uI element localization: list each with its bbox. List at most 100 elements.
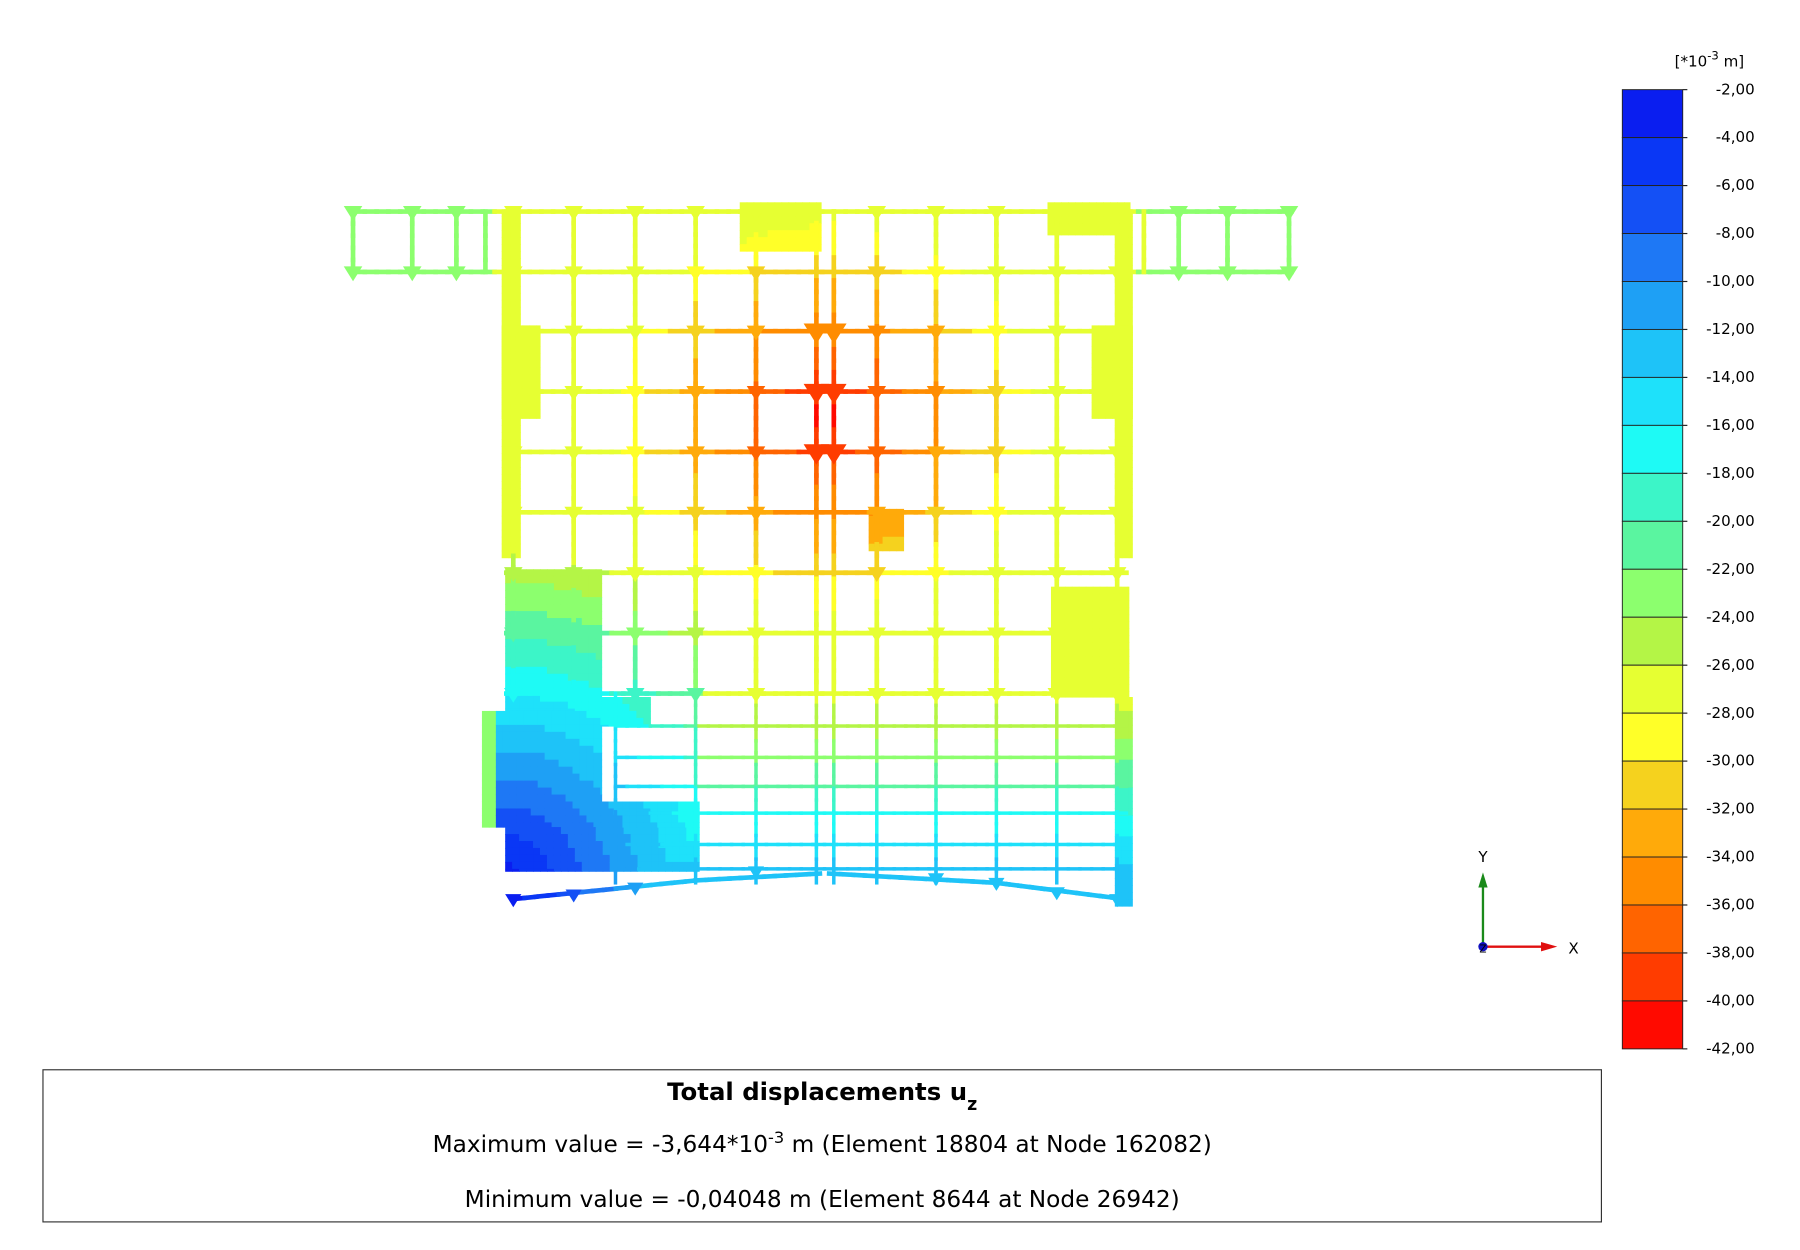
contour-cell xyxy=(1127,656,1130,664)
contour-cell xyxy=(553,847,562,856)
contour-cell xyxy=(572,724,581,733)
contour-cell xyxy=(1091,374,1100,382)
contour-cell xyxy=(519,659,527,668)
node xyxy=(821,383,847,405)
contour-cell xyxy=(1106,677,1115,685)
node xyxy=(926,446,946,462)
contour-cell xyxy=(672,854,680,863)
contour-cell xyxy=(657,801,665,810)
contour-cell xyxy=(537,780,546,789)
contour-cell xyxy=(1071,593,1080,602)
contour-cell xyxy=(1092,684,1101,692)
contour-cell xyxy=(529,332,538,340)
contour-cell xyxy=(501,332,510,340)
contour-cell xyxy=(593,759,601,768)
contour-cell xyxy=(586,794,594,803)
unit-suffix: m] xyxy=(1719,52,1744,70)
contour-cell xyxy=(501,230,510,238)
contour-cell xyxy=(572,815,581,823)
legend-tick-label: -8,00 xyxy=(1716,224,1755,242)
contour-cell xyxy=(629,703,637,712)
contour-cell xyxy=(533,638,541,647)
contour-cell xyxy=(1068,202,1076,210)
contour-cell xyxy=(567,841,576,849)
contour-cell xyxy=(533,631,541,640)
contour-cell xyxy=(488,787,497,796)
contour-cell xyxy=(1105,381,1114,389)
contour-cell xyxy=(581,673,590,682)
contour-cell xyxy=(512,673,520,682)
contour-cell xyxy=(574,583,583,591)
contour-cell xyxy=(505,645,513,654)
contour-cell xyxy=(657,822,665,828)
contour-cell xyxy=(501,237,510,245)
contour-cell xyxy=(551,773,560,782)
node xyxy=(987,266,1006,282)
contour-cell xyxy=(526,854,534,863)
contour-cell xyxy=(600,822,603,828)
contour-cell xyxy=(588,680,597,689)
contour-cell xyxy=(540,597,548,605)
contour-cell xyxy=(505,618,513,626)
node xyxy=(625,325,645,341)
contour-cell xyxy=(501,536,510,545)
contour-cell xyxy=(686,847,694,856)
contour-cell xyxy=(553,611,562,619)
contour-cell xyxy=(505,868,513,872)
contour-cell xyxy=(1128,787,1133,796)
node xyxy=(1107,567,1127,583)
contour-cell xyxy=(1105,415,1114,419)
contour-cell xyxy=(522,402,531,410)
contour-cell xyxy=(586,766,594,775)
contour-cell xyxy=(574,631,583,640)
node xyxy=(686,266,705,282)
node xyxy=(867,687,887,703)
contour-cell xyxy=(774,244,783,252)
node xyxy=(1048,887,1065,901)
contour-cell xyxy=(1106,663,1115,671)
legend-band xyxy=(1621,328,1684,378)
node xyxy=(564,325,583,341)
contour-cell xyxy=(512,645,520,654)
contour-cell xyxy=(622,717,630,726)
contour-cell xyxy=(595,652,603,661)
contour-cell xyxy=(593,822,601,828)
contour-cell xyxy=(586,808,594,817)
contour-cell xyxy=(671,815,679,823)
contour-cell xyxy=(1092,607,1101,616)
contour-cell xyxy=(1121,857,1130,865)
info-frame xyxy=(42,1069,1602,1223)
x-arrow-head xyxy=(1541,942,1558,952)
contour-cell xyxy=(502,738,511,747)
contour-cell xyxy=(502,766,511,775)
contour-cell xyxy=(515,237,521,245)
contour-cell xyxy=(579,822,588,828)
contour-cell xyxy=(623,861,632,870)
contour-cell xyxy=(1128,418,1133,426)
contour-cell xyxy=(1128,794,1133,803)
contour-cell xyxy=(565,787,574,796)
contour-cell xyxy=(1092,635,1101,643)
contour-cell xyxy=(1098,381,1107,389)
contour-cell xyxy=(505,604,513,612)
contour-cell xyxy=(1064,663,1073,671)
contour-cell xyxy=(572,717,581,726)
contour-cell xyxy=(1092,586,1101,595)
contour-cell xyxy=(536,360,541,368)
contour-cell xyxy=(495,773,504,782)
contour-cell xyxy=(1064,621,1073,630)
contour-cell xyxy=(595,611,603,619)
contour-cell xyxy=(540,708,548,712)
contour-cell xyxy=(1121,717,1130,726)
node xyxy=(1047,627,1067,643)
contour-cell xyxy=(1119,395,1128,403)
contour-cell xyxy=(1121,836,1130,844)
contour-cell xyxy=(516,808,525,817)
legend-tick-label: -28,00 xyxy=(1706,704,1755,722)
unit-exponent: -3 xyxy=(1707,48,1719,62)
contour-cell xyxy=(1128,216,1133,224)
contour-cell xyxy=(1121,885,1130,893)
contour-cell xyxy=(512,854,520,863)
contour-cell xyxy=(1096,223,1104,231)
contour-cell xyxy=(615,717,624,726)
